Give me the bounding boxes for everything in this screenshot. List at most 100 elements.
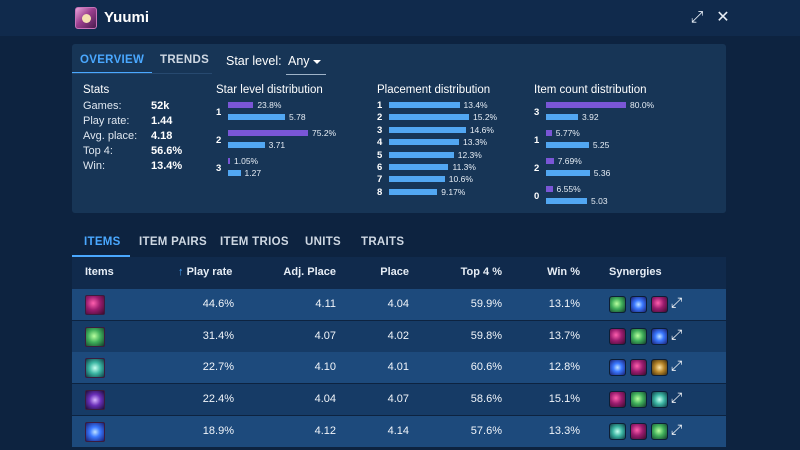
top4-cell: 59.9% bbox=[470, 298, 502, 310]
star-dist-title: Star level distribution bbox=[216, 84, 323, 96]
play-rate-cell: 44.6% bbox=[202, 298, 234, 310]
placement-bar bbox=[389, 176, 445, 183]
placement-bar bbox=[389, 164, 449, 170]
adj-place-cell: 4.04 bbox=[314, 393, 336, 406]
table-header: Items ↑ Play rate Adj. Place Place Top 4… bbox=[72, 257, 726, 289]
placement-label: 14.6% bbox=[469, 124, 494, 135]
placement-label: 13.3% bbox=[463, 137, 488, 148]
item-count-avg-label: 5.36 bbox=[593, 168, 611, 178]
col-win[interactable]: Win % bbox=[547, 266, 580, 278]
placement-label: 13.4% bbox=[463, 100, 488, 110]
expand-synergies-icon[interactable]: ⤢ bbox=[671, 389, 683, 406]
placement-bar bbox=[389, 188, 438, 195]
redemption-icon[interactable] bbox=[630, 391, 647, 409]
tab-traits[interactable]: TRAITS bbox=[361, 236, 405, 248]
morellonomicon-icon[interactable] bbox=[85, 295, 105, 315]
placement-bar bbox=[389, 126, 466, 133]
expand-synergies-icon[interactable]: ⤢ bbox=[671, 420, 683, 437]
select-underline bbox=[286, 74, 326, 75]
stat-label: Top 4: bbox=[83, 145, 113, 157]
expand-synergies-icon[interactable]: ⤢ bbox=[671, 294, 683, 310]
placement-bar bbox=[389, 102, 460, 108]
expand-synergies-icon[interactable]: ⤢ bbox=[671, 325, 683, 342]
stat-value: 13.4% bbox=[151, 160, 183, 172]
blue-buff-icon[interactable] bbox=[85, 421, 105, 442]
overview-panel: OVERVIEW TRENDS Star level: Any Stats Ga… bbox=[72, 44, 726, 213]
placement-key: 7 bbox=[377, 174, 383, 186]
redemption-icon[interactable] bbox=[651, 422, 668, 440]
morellonomicon-icon[interactable] bbox=[609, 327, 626, 345]
stat-label: Win: bbox=[83, 160, 105, 172]
expand-synergies-icon[interactable]: ⤢ bbox=[671, 357, 683, 374]
item-count-pct-label: 6.55% bbox=[556, 184, 581, 194]
blue-buff-icon[interactable] bbox=[630, 296, 647, 313]
top4-cell: 59.8% bbox=[470, 329, 502, 342]
placement-bar bbox=[389, 151, 454, 158]
redemption-icon[interactable] bbox=[609, 296, 626, 313]
expand-window-icon[interactable]: ⤢ bbox=[690, 9, 704, 26]
blue-buff-icon[interactable] bbox=[651, 327, 668, 345]
win-cell: 13.3% bbox=[548, 424, 580, 437]
item-count-pct-bar bbox=[546, 102, 626, 108]
redemption-icon[interactable] bbox=[85, 326, 105, 347]
table-row[interactable]: 22.4% 4.04 4.07 58.6% 15.1% ⤢ bbox=[72, 384, 726, 416]
star-level-select[interactable]: Any bbox=[288, 54, 310, 68]
item-count-avg-bar bbox=[546, 114, 578, 120]
table-row[interactable]: 18.9% 4.12 4.14 57.6% 13.3% ⤢ bbox=[72, 415, 726, 447]
col-adj-place[interactable]: Adj. Place bbox=[283, 266, 336, 278]
title-bar bbox=[0, 0, 800, 36]
play-rate-cell: 31.4% bbox=[202, 329, 234, 342]
stat-value: 52k bbox=[151, 100, 170, 112]
adj-place-cell: 4.11 bbox=[315, 298, 336, 310]
stat-label: Games: bbox=[83, 100, 122, 112]
close-icon[interactable]: ✕ bbox=[716, 9, 730, 26]
col-items[interactable]: Items bbox=[85, 266, 114, 278]
chalice-icon[interactable] bbox=[609, 422, 626, 440]
star-key: 2 bbox=[216, 135, 222, 146]
star-avg-bar bbox=[228, 142, 265, 148]
col-top4[interactable]: Top 4 % bbox=[460, 266, 502, 278]
tab-item-pairs[interactable]: ITEM PAIRS bbox=[139, 236, 207, 248]
redemption-icon[interactable] bbox=[630, 327, 647, 345]
star-pct-bar bbox=[228, 158, 230, 164]
morellonomicon-icon[interactable] bbox=[651, 296, 668, 313]
chevron-down-icon[interactable] bbox=[313, 60, 321, 64]
tab-items[interactable]: ITEMS bbox=[84, 236, 121, 248]
morellonomicon-icon[interactable] bbox=[609, 391, 626, 409]
placement-bar bbox=[389, 139, 459, 146]
star-key: 3 bbox=[216, 163, 222, 174]
blue-buff-icon[interactable] bbox=[609, 359, 626, 377]
tab-item-trios[interactable]: ITEM TRIOS bbox=[220, 236, 289, 248]
play-rate-cell: 22.4% bbox=[202, 393, 234, 406]
table-row[interactable]: 31.4% 4.07 4.02 59.8% 13.7% ⤢ bbox=[72, 320, 726, 352]
tab-units[interactable]: UNITS bbox=[305, 236, 341, 248]
placement-key: 1 bbox=[377, 100, 383, 111]
placement-key: 6 bbox=[377, 162, 383, 173]
chalice-icon[interactable] bbox=[651, 391, 668, 409]
col-synergies[interactable]: Synergies bbox=[609, 266, 662, 278]
page-title: Yuumi bbox=[104, 9, 150, 26]
col-play-rate[interactable]: ↑ Play rate bbox=[178, 266, 232, 278]
place-cell: 4.02 bbox=[387, 329, 409, 342]
item-count-pct-bar bbox=[546, 158, 554, 164]
sort-up-icon[interactable]: ↑ bbox=[178, 266, 184, 278]
stat-value: 4.18 bbox=[151, 130, 173, 142]
top4-cell: 57.6% bbox=[470, 424, 502, 437]
table-row[interactable]: 44.6% 4.11 4.04 59.9% 13.1% ⤢ bbox=[72, 289, 726, 320]
col-place[interactable]: Place bbox=[380, 266, 409, 278]
morellonomicon-icon[interactable] bbox=[630, 422, 647, 440]
tab-overview[interactable]: OVERVIEW bbox=[80, 54, 145, 66]
chalice-icon[interactable] bbox=[85, 358, 105, 379]
star-level-label: Star level: bbox=[226, 54, 282, 68]
tab-trends[interactable]: TRENDS bbox=[160, 54, 210, 66]
table-row[interactable]: 22.7% 4.10 4.01 60.6% 12.8% ⤢ bbox=[72, 352, 726, 384]
star-avg-label: 3.71 bbox=[268, 140, 286, 150]
morellonomicon-icon[interactable] bbox=[630, 359, 647, 377]
active-table-tab-indicator bbox=[72, 255, 130, 257]
item-count-avg-label: 5.03 bbox=[591, 196, 608, 206]
placement-label: 11.3% bbox=[452, 162, 476, 172]
zekes-icon[interactable] bbox=[651, 359, 668, 377]
item-count-avg-bar bbox=[546, 142, 589, 148]
shroud-icon[interactable] bbox=[85, 390, 105, 411]
tabs-divider bbox=[72, 73, 212, 74]
